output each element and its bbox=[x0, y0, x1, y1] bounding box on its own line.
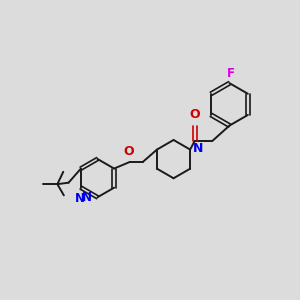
Text: N: N bbox=[74, 192, 85, 205]
Text: O: O bbox=[189, 108, 200, 122]
Text: F: F bbox=[227, 67, 235, 80]
Text: O: O bbox=[123, 145, 134, 158]
Text: N: N bbox=[82, 191, 92, 204]
Text: N: N bbox=[193, 142, 203, 155]
